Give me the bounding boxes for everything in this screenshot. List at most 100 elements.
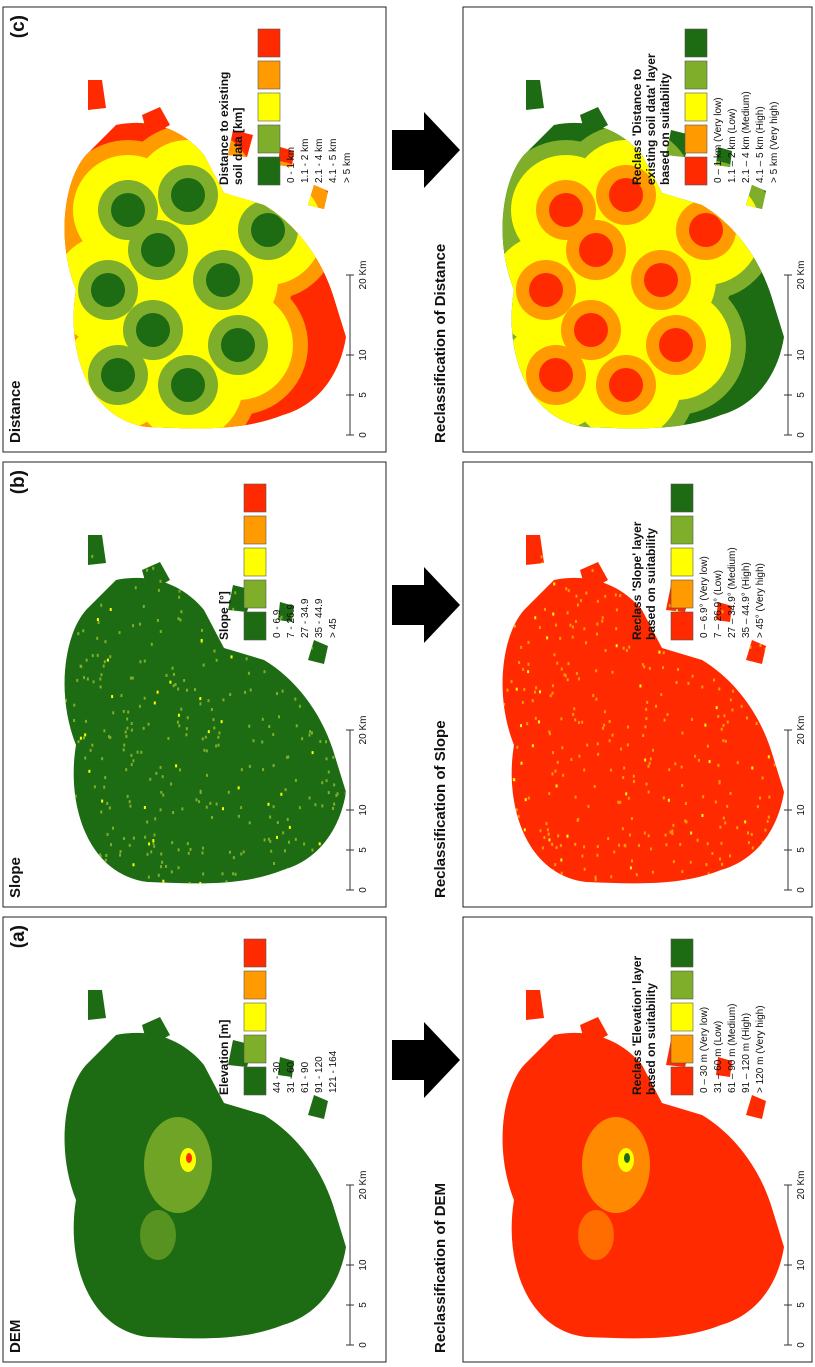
speckle <box>268 838 270 841</box>
speckle <box>511 680 513 683</box>
speckle <box>496 573 498 576</box>
speckle <box>662 666 664 669</box>
scale-label: 0 <box>358 887 369 893</box>
speckle <box>681 766 683 769</box>
speckle <box>179 590 181 593</box>
speckle <box>211 816 213 819</box>
speckle <box>751 863 753 866</box>
speckle <box>705 863 707 866</box>
speckle <box>203 664 205 667</box>
speckle <box>284 849 286 852</box>
speckle <box>98 621 100 624</box>
speckle <box>767 820 769 823</box>
speckle <box>275 606 277 609</box>
speckle <box>311 849 313 852</box>
speckle <box>685 802 687 805</box>
speckle <box>277 821 279 824</box>
speckle <box>88 770 90 773</box>
speckle <box>720 842 722 845</box>
speckle <box>510 590 512 593</box>
speckle <box>83 736 85 739</box>
speckle <box>201 851 203 854</box>
speckle <box>179 768 181 771</box>
distance-ring <box>171 368 205 402</box>
speckle <box>638 844 640 847</box>
speckle <box>574 843 576 846</box>
speckle <box>213 650 215 653</box>
speckle <box>267 583 269 586</box>
speckle <box>150 850 152 853</box>
speckle <box>668 799 670 802</box>
speckle <box>215 744 217 747</box>
speckle <box>133 837 135 840</box>
speckle <box>77 740 79 743</box>
legend-swatch <box>685 157 707 185</box>
speckle <box>644 759 646 762</box>
speckle <box>737 874 739 877</box>
speckle <box>518 815 520 818</box>
speckle <box>701 685 703 688</box>
speckle <box>768 755 770 758</box>
speckle <box>642 734 644 737</box>
speckle <box>541 562 543 565</box>
legend-swatch <box>671 1067 693 1095</box>
speckle <box>172 667 174 670</box>
speckle <box>774 579 776 582</box>
speckle <box>206 749 208 752</box>
speckle <box>144 836 146 839</box>
speckle <box>238 786 240 789</box>
speckle <box>538 720 540 723</box>
speckle <box>497 574 499 577</box>
speckle <box>669 831 671 834</box>
scale-label: 10 <box>796 804 807 816</box>
speckle <box>565 587 567 590</box>
distance-ring <box>579 233 613 267</box>
speckle <box>616 644 618 647</box>
speckle <box>520 724 522 727</box>
speckle <box>222 698 224 701</box>
speckle <box>329 693 331 696</box>
speckle <box>103 729 105 732</box>
speckle <box>314 862 316 865</box>
speckle <box>647 765 649 768</box>
speckle <box>677 668 679 671</box>
speckle <box>722 724 724 727</box>
legend-title: based on suitability <box>658 73 672 185</box>
speckle <box>690 861 692 864</box>
legend-swatch <box>244 1003 266 1031</box>
scale-label: 0 <box>358 1342 369 1348</box>
legend-label: 2.1 – 4 km (Medium) <box>741 91 752 183</box>
distance-ring <box>574 313 608 347</box>
speckle <box>234 591 236 594</box>
speckle <box>140 751 142 754</box>
speckle <box>314 803 316 806</box>
panel-label: (a) <box>8 925 29 948</box>
speckle <box>690 831 692 834</box>
speckle <box>782 612 784 615</box>
speckle <box>748 841 750 844</box>
distance-ring <box>539 358 573 392</box>
speckle <box>723 652 725 655</box>
speckle <box>665 568 667 571</box>
speckle <box>572 713 574 716</box>
speckle <box>644 832 646 835</box>
speckle <box>100 685 102 688</box>
scale-label: 20 Km <box>358 1171 369 1200</box>
speckle <box>748 683 750 686</box>
speckle <box>249 765 251 768</box>
speckle <box>499 840 501 843</box>
speckle <box>207 565 209 568</box>
speckle <box>273 862 275 865</box>
speckle <box>535 717 537 720</box>
scale-label: 5 <box>796 1302 807 1308</box>
speckle <box>125 768 127 771</box>
speckle <box>94 860 96 863</box>
scale-label: 20 Km <box>358 716 369 745</box>
speckle <box>262 718 264 721</box>
map: Reclass 'Elevation' layerbased on suitab… <box>503 939 807 1348</box>
speckle <box>253 648 255 651</box>
speckle <box>228 791 230 794</box>
speckle <box>766 622 768 625</box>
speckle <box>208 730 210 733</box>
speckle <box>84 733 86 736</box>
